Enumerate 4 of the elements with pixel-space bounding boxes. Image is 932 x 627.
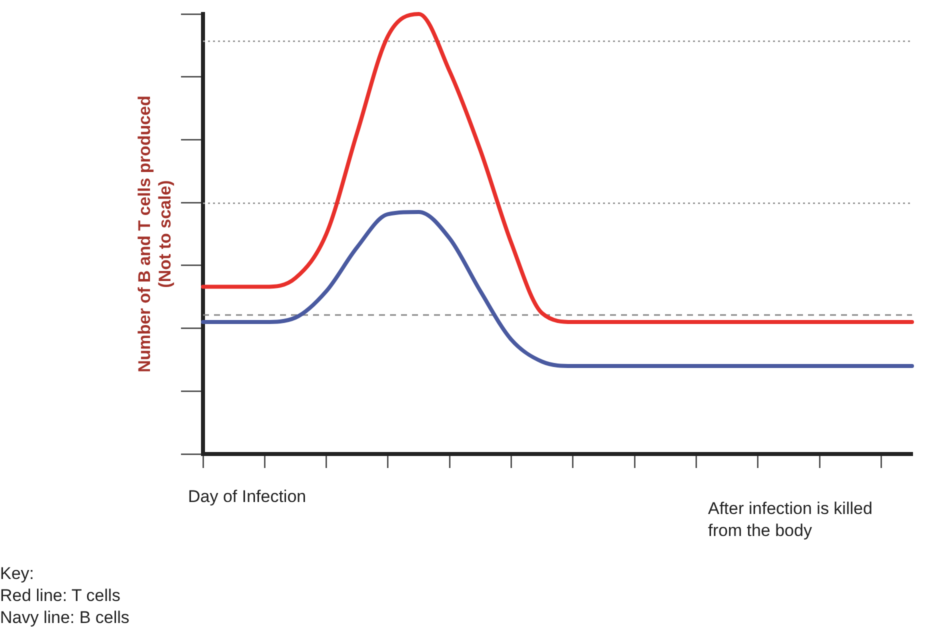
text: Key: Red line: T cells Navy line: B cells xyxy=(0,563,130,627)
y-axis-title: Number of B and T cells produced (Not to scale) xyxy=(134,96,174,372)
text: After infection is killed from the body xyxy=(708,498,874,542)
text: Day of Infection xyxy=(188,486,306,508)
